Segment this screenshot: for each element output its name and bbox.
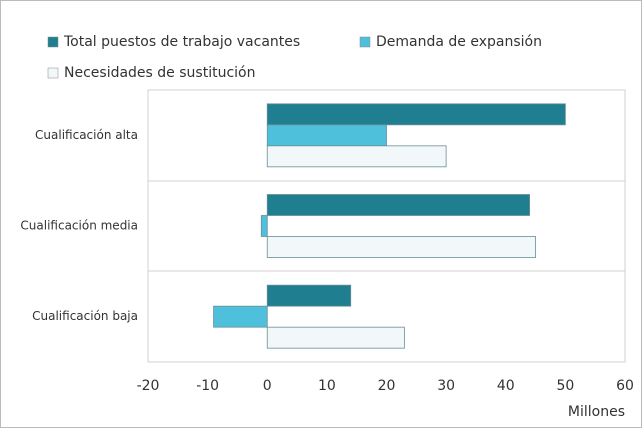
x-tick-label: 30 (437, 378, 455, 394)
legend-swatch (47, 67, 59, 79)
x-tick-label: 0 (263, 378, 272, 394)
legend-swatch (47, 36, 59, 48)
bar (213, 305, 268, 328)
bar (266, 124, 387, 147)
x-axis-label: Millones (568, 404, 625, 420)
legend-label: Necesidades de sustitución (64, 65, 255, 81)
plot-border (147, 89, 626, 363)
y-tick-label: Cualificación media (20, 219, 138, 233)
legend-label: Demanda de expansión (376, 34, 542, 50)
bar (266, 236, 536, 258)
legend-swatch (359, 36, 371, 48)
x-tick-label: 60 (616, 378, 634, 394)
bar (266, 326, 405, 349)
y-tick-label: Cualificación baja (32, 309, 138, 323)
x-tick-label: 50 (556, 378, 574, 394)
x-tick-label: -20 (137, 378, 160, 394)
x-tick-label: 40 (497, 378, 515, 394)
bar (266, 284, 352, 307)
x-tick-label: -10 (196, 378, 219, 394)
legend-label: Total puestos de trabajo vacantes (63, 34, 300, 50)
bar (266, 194, 531, 216)
bar (266, 145, 447, 168)
x-tick-label: 10 (318, 378, 336, 394)
bar (260, 215, 268, 237)
x-tick-label: 20 (378, 378, 396, 394)
bar (266, 103, 566, 126)
y-tick-label: Cualificación alta (35, 128, 138, 142)
